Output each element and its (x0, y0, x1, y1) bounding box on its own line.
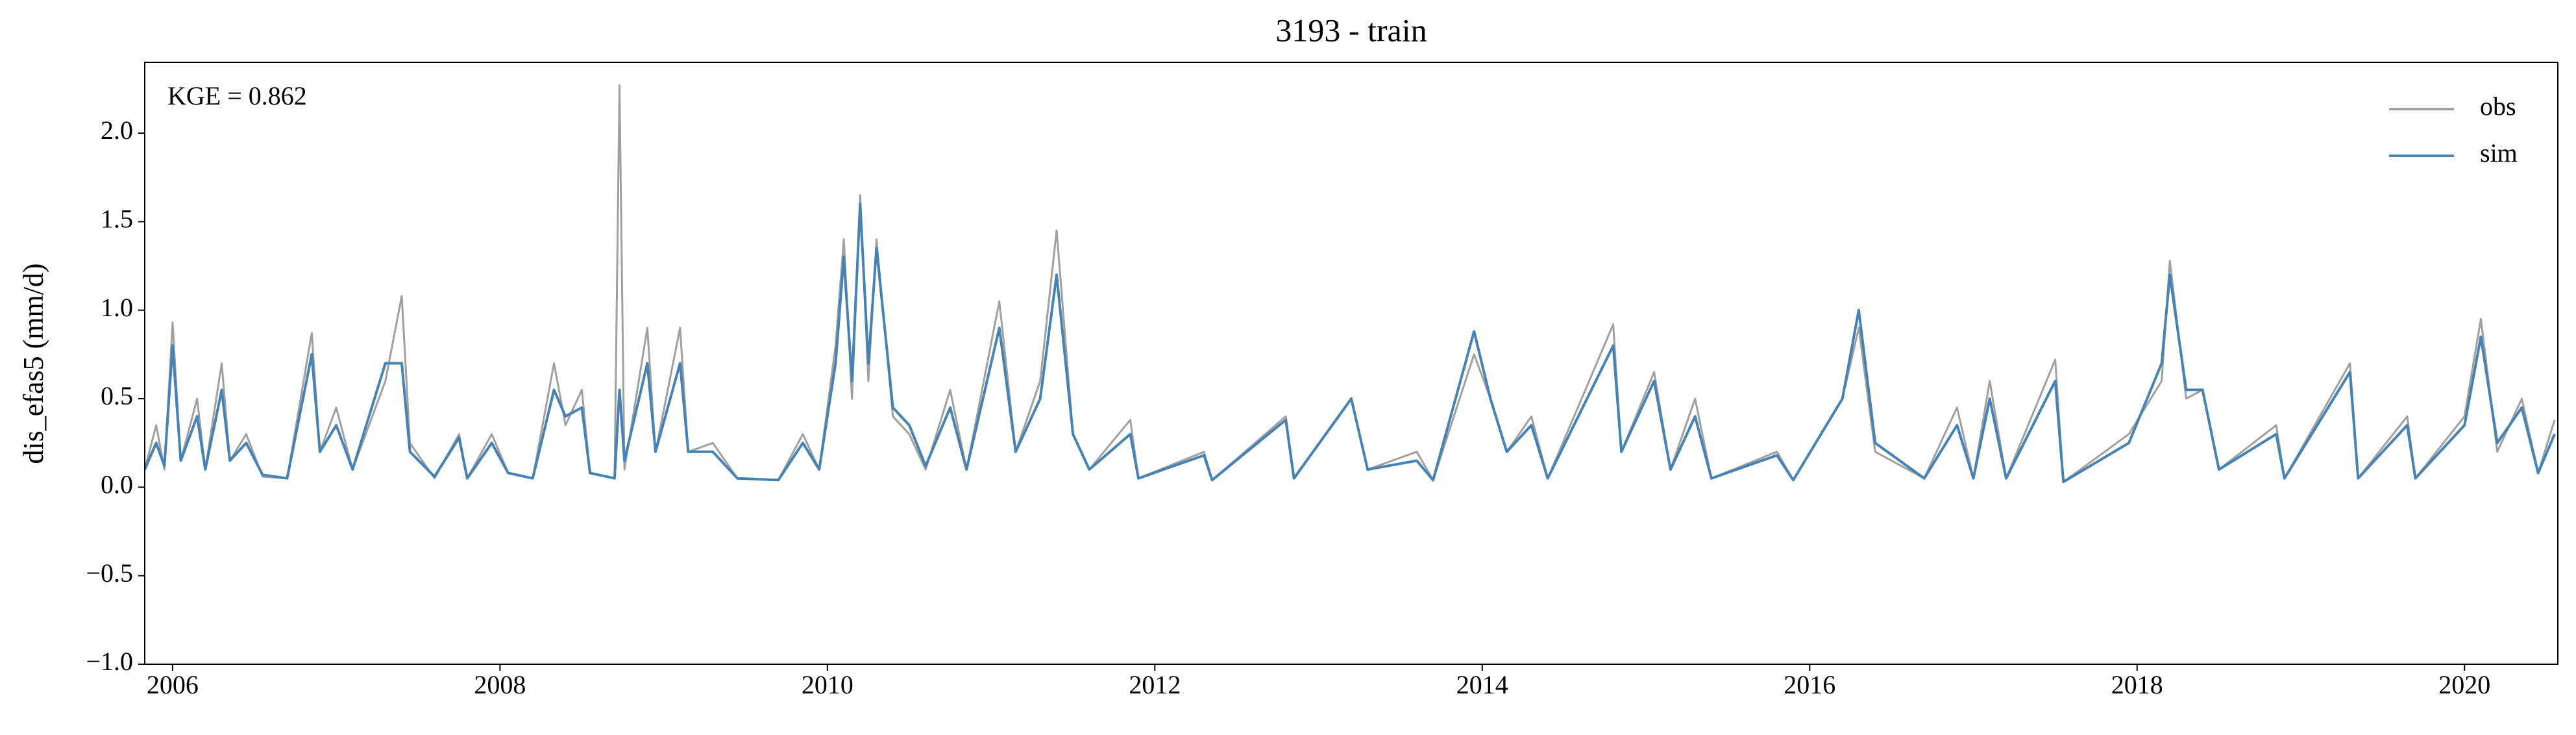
y-tick-label: −0.5 (86, 558, 133, 588)
chart-title: 3193 - train (1275, 12, 1427, 48)
plot-frame (144, 62, 2558, 665)
x-tick-label: 2016 (1784, 670, 1835, 699)
x-tick-label: 2012 (1129, 670, 1181, 699)
y-tick-label: 1.5 (101, 205, 133, 234)
y-axis-label: dis_efas5 (mm/d) (18, 263, 49, 464)
annotation: KGE = 0.862 (167, 81, 307, 110)
x-tick-label: 2020 (2438, 670, 2490, 699)
y-tick-label: 1.0 (101, 293, 133, 322)
x-tick-label: 2014 (1456, 670, 1508, 699)
legend-label: sim (2480, 138, 2518, 168)
series-line (145, 84, 2556, 483)
x-tick-label: 2008 (474, 670, 526, 699)
y-tick-label: 0.5 (101, 381, 133, 410)
x-tick-label: 2018 (2111, 670, 2163, 699)
x-tick-label: 2010 (802, 670, 853, 699)
series-line (145, 203, 2556, 484)
y-tick-label: 0.0 (101, 470, 133, 499)
legend-label: obs (2480, 92, 2516, 121)
y-tick-label: −1.0 (86, 647, 133, 676)
y-tick-label: 2.0 (101, 116, 133, 145)
x-tick-label: 2006 (147, 670, 199, 699)
